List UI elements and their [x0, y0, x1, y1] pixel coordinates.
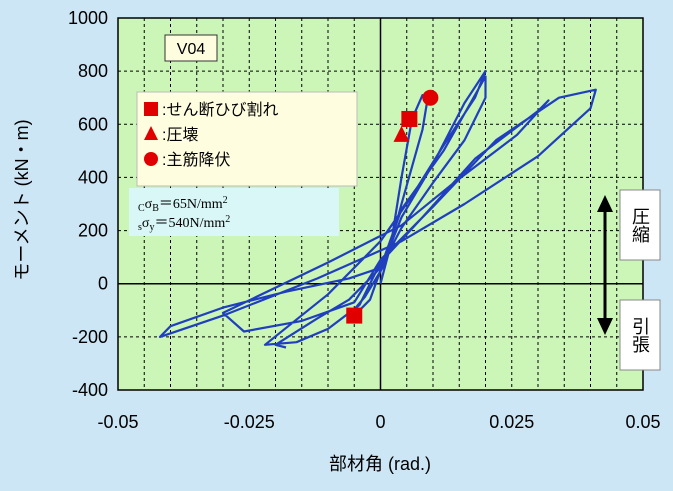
marker-shear-crack — [401, 110, 418, 127]
x-tick-label: -0.025 — [224, 412, 275, 432]
compression-label-box — [619, 189, 661, 261]
compression-label: 圧縮 — [630, 207, 650, 243]
axes: -0.05 -0.025 0 0.025 0.05 -400 -200 0 200 400 600 8… — [68, 8, 661, 432]
series-line — [158, 69, 597, 349]
marker-shear-crack — [346, 307, 363, 324]
legend-box — [136, 91, 358, 187]
y-tick-label: -400 — [72, 380, 108, 400]
tension-label-box — [619, 299, 661, 371]
legend-marker-triangle — [144, 126, 158, 140]
y-axis-title: モーメント (kN・m) — [12, 119, 32, 280]
x-tick-label: -0.05 — [97, 412, 138, 432]
y-tick-label: 0 — [98, 274, 108, 294]
direction-arrow-up-head — [597, 195, 613, 212]
legend-marker-square — [144, 102, 158, 116]
marker-crush — [393, 125, 410, 142]
series-layer — [158, 69, 597, 349]
chart-title: V04 — [177, 41, 206, 58]
material-note-line2: sσy＝540N/mm2 — [138, 214, 230, 233]
x-axis-title: 部材角 (rad.) — [329, 454, 431, 474]
y-tick-label: 1000 — [68, 8, 108, 28]
y-tick-label: 800 — [78, 61, 108, 81]
legend-marker-circle — [144, 152, 158, 166]
x-tick-label: 0.025 — [489, 412, 534, 432]
y-tick-label: 400 — [78, 167, 108, 187]
x-tick-label: 0 — [375, 412, 385, 432]
marker-yield — [422, 89, 439, 106]
direction-indicator: 圧縮 引張 — [597, 189, 661, 371]
material-note: CσB＝65N/mm2 sσy＝540N/mm2 — [129, 188, 339, 236]
chart-title-box: V04 — [164, 34, 218, 62]
material-note-line1: CσB＝65N/mm2 — [138, 195, 228, 214]
legend-label-crush: :圧壊 — [162, 126, 198, 144]
direction-arrow-down-head — [597, 318, 613, 335]
marker-layer — [346, 89, 439, 324]
y-tick-label: 600 — [78, 114, 108, 134]
x-tick-label: 0.05 — [625, 412, 660, 432]
legend-label-shear-crack: :せん断ひび割れ — [162, 101, 278, 119]
legend: :せん断ひび割れ :圧壊 :主筋降伏 — [136, 91, 358, 187]
y-tick-label: -200 — [72, 327, 108, 347]
legend-label-yield: :主筋降伏 — [162, 151, 230, 169]
y-tick-label: 200 — [78, 221, 108, 241]
tension-label: 引張 — [630, 317, 650, 354]
